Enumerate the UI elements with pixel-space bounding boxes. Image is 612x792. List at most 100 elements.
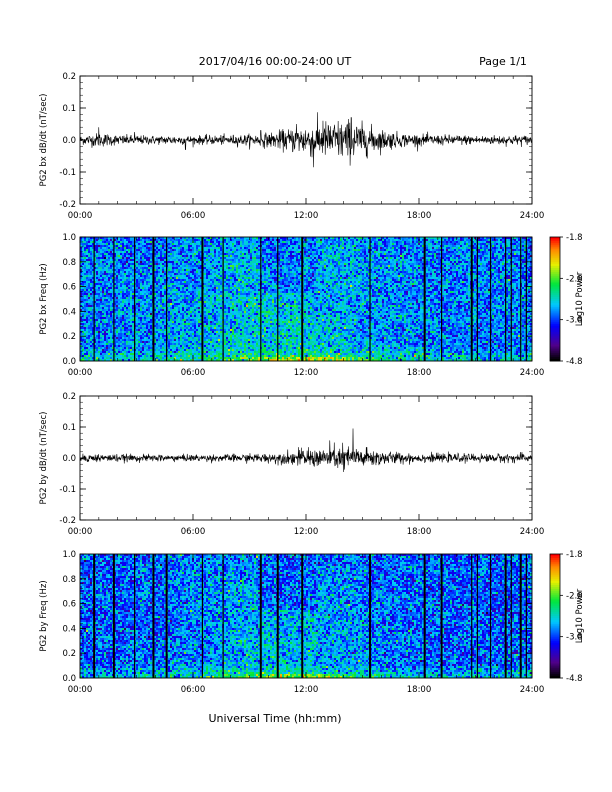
spectrogram-cell <box>140 269 143 272</box>
spectrogram-cell <box>226 315 229 318</box>
spectrogram-cell <box>220 357 223 360</box>
spectrogram-cell <box>120 265 123 268</box>
spectrogram-cell <box>80 329 83 332</box>
spectrogram-cell <box>192 247 195 250</box>
spectrogram-cell <box>86 319 89 322</box>
spectrogram-cell <box>216 237 219 240</box>
spectrogram-cell <box>88 285 91 288</box>
spectrogram-cell <box>120 267 123 270</box>
spectrogram-cell <box>200 277 203 280</box>
spectrogram-cell <box>148 339 151 342</box>
spectrogram-cell <box>172 273 175 276</box>
spectrogram-cell <box>188 285 191 288</box>
spectrogram-cell <box>120 257 123 260</box>
spectrogram-cell <box>98 243 101 246</box>
spectrogram-cell <box>206 347 209 350</box>
spectrogram-cell <box>218 323 221 326</box>
spectrogram-cell <box>176 305 179 308</box>
spectrogram-cell <box>158 239 161 242</box>
spectrogram-cell <box>236 297 239 300</box>
spectrogram-cell <box>124 273 127 276</box>
spectrogram-cell <box>94 337 97 340</box>
spectrogram-cell <box>224 359 227 362</box>
spectrogram-cell <box>144 325 147 328</box>
spectrogram-cell <box>154 341 157 344</box>
spectrogram-cell <box>234 273 237 276</box>
spectrogram-cell <box>116 353 119 356</box>
spectrogram-cell <box>224 275 227 278</box>
spectrogram-cell <box>216 331 219 334</box>
spectrogram-cell <box>150 319 153 322</box>
spectrogram-cell <box>106 277 109 280</box>
spectrogram-cell <box>164 251 167 254</box>
spectrogram-cell <box>180 299 183 302</box>
spectrogram-cell <box>174 345 177 348</box>
spectrogram-cell <box>104 301 107 304</box>
spectrogram-cell <box>112 311 115 314</box>
spectrogram-cell <box>84 297 87 300</box>
spectrogram-cell <box>94 341 97 344</box>
spectrogram-cell <box>194 237 197 240</box>
spectrogram-cell <box>190 303 193 306</box>
spectrogram-cell <box>218 305 221 308</box>
spectrogram-cell <box>80 337 83 340</box>
spectrogram-cell <box>142 285 145 288</box>
spectrogram-cell <box>192 291 195 294</box>
spectrogram-cell <box>130 305 133 308</box>
spectrogram-cell <box>200 297 203 300</box>
spectrogram-cell <box>128 245 131 248</box>
spectrogram-cell <box>232 293 235 296</box>
spectrogram-cell <box>212 343 215 346</box>
spectrogram-cell <box>232 335 235 338</box>
spectrogram-cell <box>236 249 239 252</box>
spectrogram-cell <box>160 273 163 276</box>
spectrogram-cell <box>236 283 239 286</box>
spectrogram-cell <box>116 269 119 272</box>
spectrogram-cell <box>154 327 157 330</box>
spectrogram-cell <box>114 239 117 242</box>
spectrogram-cell <box>160 299 163 302</box>
spectrogram-cell <box>138 297 141 300</box>
spectrogram-cell <box>130 285 133 288</box>
spectrogram-cell <box>182 237 185 240</box>
spectrogram-cell <box>84 353 87 356</box>
spectrogram-cell <box>126 319 129 322</box>
spectrogram-cell <box>186 289 189 292</box>
spectrogram-cell <box>120 329 123 332</box>
spectrogram-cell <box>182 333 185 336</box>
spectrogram-cell <box>136 315 139 318</box>
spectrogram-cell <box>116 243 119 246</box>
spectrogram-cell <box>174 245 177 248</box>
spectrogram-cell <box>198 249 201 252</box>
spectrogram-cell <box>132 295 135 298</box>
spectrogram-cell <box>138 359 141 362</box>
spectrogram-cell <box>94 237 97 240</box>
spectrogram-cell <box>118 249 121 252</box>
spectrogram-cell <box>208 247 211 250</box>
spectrogram-cell <box>110 267 113 270</box>
spectrogram-cell <box>182 331 185 334</box>
spectrogram-cell <box>164 273 167 276</box>
spectrogram-cell <box>90 281 93 284</box>
spectrogram-cell <box>86 257 89 260</box>
spectrogram-cell <box>148 269 151 272</box>
spectrogram-cell <box>190 279 193 282</box>
spectrogram-cell <box>86 333 89 336</box>
spectrogram-cell <box>172 293 175 296</box>
spectrogram-cell <box>198 343 201 346</box>
spectrogram-cell <box>204 265 207 268</box>
spectrogram-cell <box>228 259 231 262</box>
spectrogram-cell <box>148 241 151 244</box>
spectrogram-cell <box>118 289 121 292</box>
spectrogram-cell <box>210 301 213 304</box>
spectrogram-cell <box>230 277 233 280</box>
spectrogram-cell <box>86 275 89 278</box>
spectrogram-cell <box>94 275 97 278</box>
spectrogram-cell <box>224 285 227 288</box>
spectrogram-cell <box>188 269 191 272</box>
spectrogram-cell <box>158 309 161 312</box>
spectrogram-cell <box>110 247 113 250</box>
spectrogram-cell <box>170 321 173 324</box>
spectrogram-cell <box>150 251 153 254</box>
spectrogram-cell <box>186 257 189 260</box>
